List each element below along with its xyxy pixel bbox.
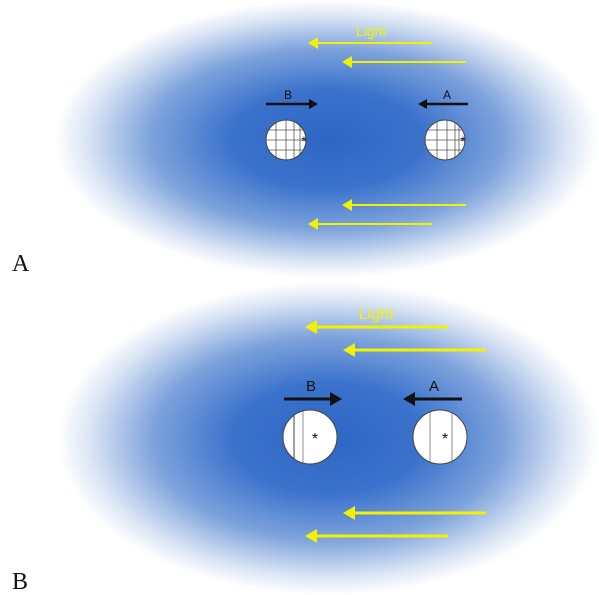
glow-background — [55, 0, 599, 278]
cell-a: * — [412, 409, 468, 465]
cell-a-label: A — [443, 88, 451, 102]
movement-arrow-right — [266, 99, 318, 109]
cell-b-marker: * — [312, 431, 318, 448]
movement-arrow-left — [403, 392, 462, 406]
cell-a-marker: * — [442, 431, 448, 448]
cell-b-marker: * — [301, 133, 307, 149]
light-arrow-bottom-1 — [343, 506, 486, 520]
movement-arrow-left — [418, 99, 468, 109]
panel-a: Light B A — [0, 0, 599, 280]
panel-b-letter: B — [12, 569, 29, 595]
light-arrow-top-1 — [305, 320, 448, 334]
light-arrow-top-2 — [343, 343, 486, 357]
light-label: Light — [356, 23, 386, 39]
panel-b-diagram: Light B A — [58, 282, 599, 595]
movement-arrow-right — [284, 392, 342, 406]
panel-b: Light B A — [0, 282, 599, 595]
light-arrow-bottom-2 — [305, 529, 448, 543]
cell-a-label: A — [429, 378, 439, 395]
cell-a: * — [424, 119, 466, 161]
light-arrow-top-2 — [342, 56, 466, 68]
light-arrow-top-1 — [308, 37, 432, 49]
cell-b-label: B — [284, 88, 292, 102]
cell-a-marker: * — [460, 133, 466, 149]
panel-a-letter: A — [12, 251, 30, 277]
cell-b: * — [265, 119, 307, 161]
light-label: Light — [359, 306, 394, 323]
light-arrow-bottom-1 — [342, 199, 466, 211]
cell-b: * — [282, 409, 338, 465]
light-arrow-bottom-2 — [308, 218, 432, 230]
panel-a-diagram: Light B A — [55, 0, 599, 278]
cell-b-label: B — [306, 378, 316, 395]
